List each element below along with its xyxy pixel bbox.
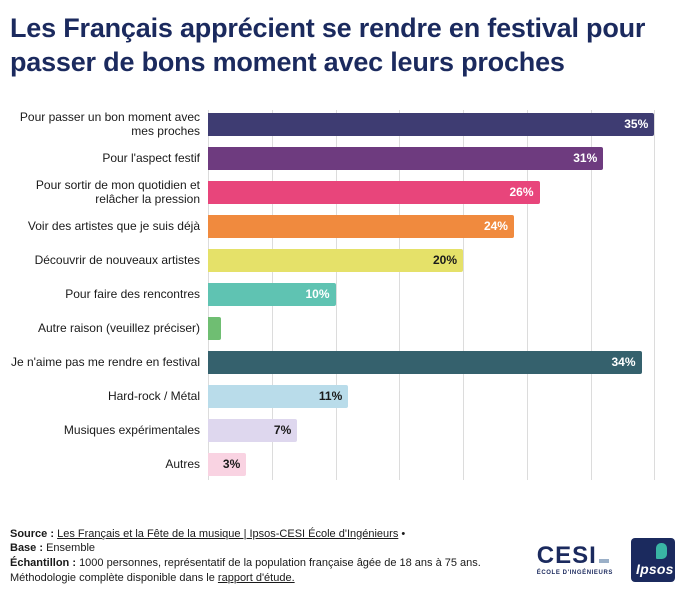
ipsos-text: Ipsos [636,561,674,577]
base-value: Ensemble [46,542,96,555]
bar: 26% [208,181,540,204]
bar: 3% [208,453,247,476]
bar-row: Pour l'aspect festif 31% [0,142,667,176]
gridline [399,109,401,480]
base-line: Base : Ensemble [10,541,481,556]
bar-row: Pour passer un bon moment avec mes proch… [0,108,667,142]
logos: CESI ÉCOLE D'INGÉNIEURS Ipsos [537,538,675,586]
bar: 7% [208,419,298,442]
bar: 10% [208,283,336,306]
bar-track: 31% [208,147,667,170]
bar-value-label: 11% [318,389,343,403]
bar-category-label: Musiques expérimentales [63,422,200,437]
bar-track: 3% [208,453,667,476]
bar-row: Autres 3% [0,448,667,482]
bar-track: 7% [208,419,667,442]
bar-category-label: Pour l'aspect festif [102,150,200,165]
cesi-logo: CESI ÉCOLE D'INGÉNIEURS [536,544,613,577]
bar-track: 24% [208,215,667,238]
bar [208,317,221,340]
bar-value-label: 26% [509,185,534,199]
gridline [526,109,528,480]
bar-track: 11% [208,385,667,408]
sample-label: Échantillon : [10,557,76,570]
source-suffix: • [401,527,406,540]
bar-track: 10% [208,283,667,306]
bar: 20% [208,249,463,272]
footer-notes: Source : Les Français et la Fête de la m… [10,527,481,586]
sample-line: Échantillon : 1000 personnes, représenta… [10,556,481,571]
bar-category-label: Autres [165,456,200,471]
bar: 11% [208,385,349,408]
bar-row: Hard-rock / Métal 11% [0,380,667,414]
ipsos-logo: Ipsos [631,538,675,582]
bar-value-label: 35% [624,117,649,131]
bar-value-label: 7% [273,423,292,437]
methodology-link[interactable]: rapport d'étude. [217,572,295,585]
bar-category-label: Voir des artistes que je suis déjà [27,218,200,233]
source-line: Source : Les Français et la Fête de la m… [10,527,481,542]
bar-track: 20% [208,249,667,272]
bar-track: 34% [208,351,667,374]
bar-track [208,317,667,340]
bar: 34% [208,351,642,374]
ipsos-accent-shape [656,543,667,559]
gridline [335,109,337,480]
gridline [463,109,464,480]
bar-value-label: 34% [611,355,636,369]
methodology-text: Méthodologie complète disponible dans le [10,572,215,585]
bar-value-label: 20% [432,253,457,267]
bar: 31% [208,147,604,170]
bar: 24% [208,215,514,238]
bar-category-label: Je n'aime pas me rendre en festival [10,354,200,369]
bar-category-label: Hard-rock / Métal [107,388,200,403]
bar-chart: Pour passer un bon moment avec mes proch… [0,108,689,482]
bar-category-label: Pour passer un bon moment avec mes proch… [19,109,200,138]
cesi-wordmark: CESI [537,544,609,568]
bar-value-label: 24% [483,219,508,233]
bar-row: Pour faire des rencontres 10% [0,278,667,312]
bar-row: Musiques expérimentales 7% [0,414,667,448]
bar-row: Pour sortir de mon quotidien et relâcher… [0,176,667,210]
bar-category-label: Découvrir de nouveaux artistes [34,252,200,267]
bar-row: Autre raison (veuillez préciser) [0,312,667,346]
gridline [590,109,592,480]
cesi-subtitle: ÉCOLE D'INGÉNIEURS [536,570,613,576]
gridline [654,109,656,480]
chart-rows: Pour passer un bon moment avec mes proch… [0,108,667,482]
methodology-line: Méthodologie complète disponible dans le… [10,571,481,586]
cesi-accent [598,559,609,563]
source-link[interactable]: Les Français et la Fête de la musique | … [57,527,399,540]
bar-category-label: Autre raison (veuillez préciser) [37,320,200,335]
bar-value-label: 31% [573,151,598,165]
bar-track: 35% [208,113,667,136]
footer: Source : Les Français et la Fête de la m… [10,527,675,586]
source-label: Source : [10,527,55,540]
bar-row: Découvrir de nouveaux artistes 20% [0,244,667,278]
cesi-text: CESI [536,542,597,569]
base-label: Base : [10,542,44,555]
bar: 35% [208,113,655,136]
bar-category-label: Pour faire des rencontres [65,286,200,301]
bar-row: Voir des artistes que je suis déjà 24% [0,210,667,244]
bar-value-label: 10% [305,287,330,301]
bar-row: Je n'aime pas me rendre en festival 34% [0,346,667,380]
bar-track: 26% [208,181,667,204]
bar-category-label: Pour sortir de mon quotidien et relâcher… [35,177,200,206]
page-title: Les Français apprécient se rendre en fes… [10,13,646,77]
bar-value-label: 3% [222,457,241,471]
sample-text: 1000 personnes, représentatif de la popu… [79,557,481,570]
